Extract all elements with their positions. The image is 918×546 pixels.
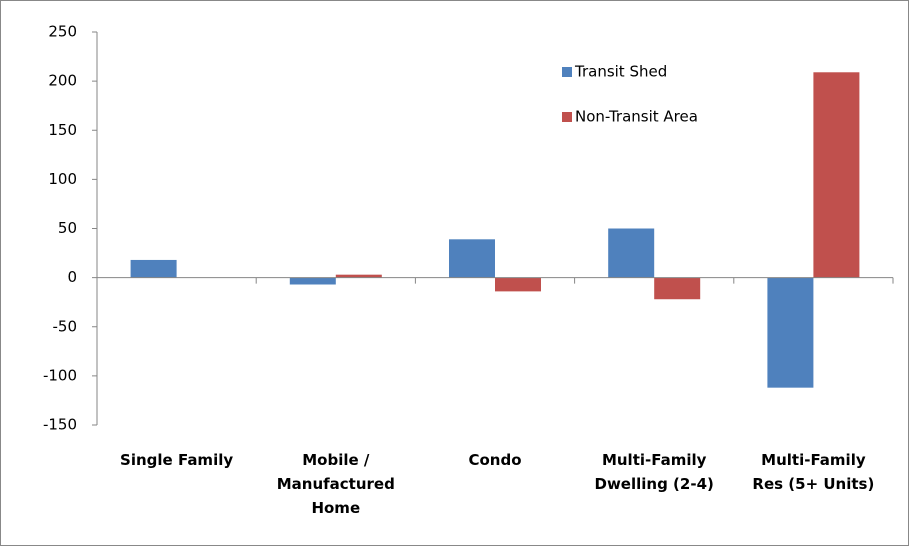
bar [767,277,814,388]
legend-label: Transit Shed [574,63,667,81]
bar [449,239,495,278]
legend-swatch [562,67,572,77]
y-tick-label: -50 [53,317,78,335]
y-tick-label: 50 [58,219,77,237]
legend-swatch [562,112,572,122]
x-tick-label: Single Family [120,451,234,469]
bar [495,277,541,292]
x-tick-label: Multi-Family Dwelling (2-4) [594,451,714,493]
y-tick-label: 200 [48,72,77,90]
bar [813,72,860,278]
y-tick-label: -100 [43,366,77,384]
x-tick-label: Mobile / Manufactured Home [276,451,395,517]
y-tick-label: 150 [48,121,77,139]
x-tick-label: Condo [468,451,522,469]
legend-label: Non-Transit Area [575,108,698,126]
bar [289,277,336,285]
y-tick-label: -150 [43,416,77,434]
bar [654,277,701,300]
y-tick-label: 0 [67,268,77,286]
bar [608,228,655,278]
y-tick-label: 100 [48,170,77,188]
bar [335,274,382,278]
y-tick-label: 250 [48,23,77,41]
x-tick-label: Multi-Family Res (5+ Units) [752,451,875,493]
bar [130,259,177,278]
